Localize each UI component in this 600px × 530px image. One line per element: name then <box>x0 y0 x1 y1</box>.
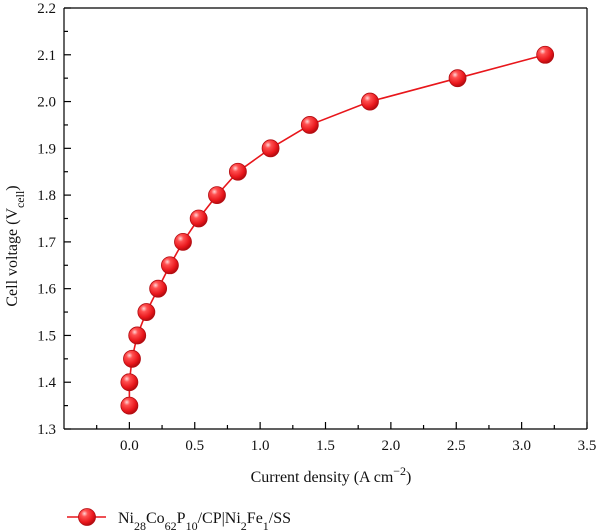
data-point <box>128 326 147 345</box>
y-tick-label: 1.5 <box>37 328 56 344</box>
x-tick-label: 1.0 <box>251 438 270 454</box>
y-axis-title: Cell voltage (Vcell) <box>4 185 27 306</box>
y-title-main: Cell voltage (V <box>4 208 21 307</box>
x-tick-label: 3.5 <box>578 438 597 454</box>
legend-label-part: P <box>177 510 186 527</box>
data-point <box>137 303 156 321</box>
data-point <box>261 139 280 158</box>
data-point <box>208 186 226 205</box>
y-tick-label: 2.2 <box>37 1 56 17</box>
legend-label-part: Fe <box>247 510 263 527</box>
data-point <box>361 92 379 111</box>
series-line <box>128 54 546 406</box>
x-tick-label: 0.5 <box>185 438 204 454</box>
legend-label-part: 28 <box>134 519 146 530</box>
data-point <box>228 162 247 181</box>
y-title-sub: cell <box>13 190 27 208</box>
data-point <box>120 373 139 392</box>
y-tick-label: 2.0 <box>37 95 56 111</box>
legend-label-part: Ni <box>118 510 135 527</box>
legend-label-part: 10 <box>186 519 198 530</box>
y-title-end: ) <box>4 185 21 190</box>
x-title-main: Current density (A cm <box>251 469 394 486</box>
axes <box>63 7 588 430</box>
legend-label-part: 62 <box>165 519 177 530</box>
data-point <box>174 232 192 251</box>
legend-label-part: /CP|Ni <box>198 510 242 527</box>
data-point <box>189 209 208 228</box>
y-tick-label: 1.7 <box>37 235 56 251</box>
y-tick-label: 1.3 <box>37 422 56 438</box>
legend: Ni28Co62P10/CP|Ni2Fe1/SS <box>67 508 291 530</box>
series-layer <box>120 45 555 415</box>
legend-label-part: 2 <box>241 519 247 530</box>
x-tick-label: 2.0 <box>382 438 401 454</box>
data-point <box>300 116 319 134</box>
x-tick-label: 0.0 <box>120 438 139 454</box>
y-tick-label: 1.9 <box>37 141 56 157</box>
legend-label-part: 1 <box>263 519 269 530</box>
x-title-sup: −2 <box>393 464 406 478</box>
x-tick-label: 1.5 <box>316 438 335 454</box>
x-tick-label: 2.5 <box>447 438 466 454</box>
y-tick-label: 1.8 <box>37 188 56 204</box>
data-point <box>536 45 555 64</box>
x-title-end: ) <box>406 469 411 486</box>
legend-label: Ni28Co62P10/CP|Ni2Fe1/SS <box>118 510 291 530</box>
legend-label-part: /SS <box>269 510 291 527</box>
data-point <box>161 256 179 275</box>
data-point <box>120 396 139 415</box>
y-tick-label: 1.4 <box>37 375 56 391</box>
data-point <box>149 279 168 298</box>
x-axis-title: Current density (A cm−2) <box>251 464 412 486</box>
y-tick-label: 2.1 <box>37 48 56 64</box>
x-tick-label: 3.0 <box>512 438 531 454</box>
legend-label-part: Co <box>146 510 165 527</box>
data-point <box>123 349 141 368</box>
data-point <box>448 69 467 88</box>
y-tick-label: 1.6 <box>37 282 56 298</box>
axis-ticks: 0.0 0.5 1.0 1.5 2.0 2.5 3.0 3.5 1.3 1.4 1.5 1.6 1.7 1… <box>37 1 596 454</box>
legend-marker <box>78 508 96 526</box>
